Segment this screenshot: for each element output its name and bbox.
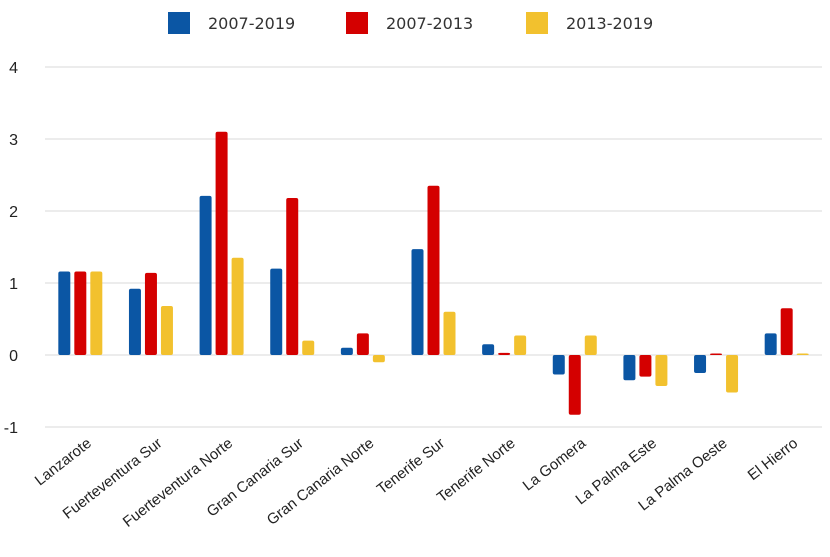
bar-2007-2019-fuerteventura-norte bbox=[199, 195, 212, 355]
x-category-label: Tenerife Sur bbox=[374, 435, 448, 498]
bar-2007-2013-la-palma-este bbox=[639, 355, 652, 377]
x-category-label: El Hierro bbox=[745, 435, 801, 484]
bars bbox=[58, 131, 809, 415]
legend-label: 2007-2013 bbox=[386, 14, 473, 33]
bar-2013-2019-fuerteventura-norte bbox=[231, 257, 244, 355]
bar-2007-2013-el-hierro bbox=[780, 308, 793, 355]
bar-2007-2019-lanzarote bbox=[58, 271, 71, 355]
bar-2007-2019-fuerteventura-sur bbox=[128, 288, 141, 355]
bar-2007-2013-lanzarote bbox=[74, 271, 87, 355]
y-tick-label: -1 bbox=[4, 420, 18, 437]
bar-2013-2019-tenerife-norte bbox=[514, 335, 527, 355]
bar-2007-2019-tenerife-norte bbox=[482, 344, 495, 355]
bar-2007-2013-la-gomera bbox=[568, 355, 581, 415]
bar-2007-2013-fuerteventura-sur bbox=[144, 272, 157, 355]
x-category-label: Lanzarote bbox=[32, 435, 95, 489]
legend-swatch bbox=[526, 12, 548, 34]
bar-2007-2019-el-hierro bbox=[764, 333, 777, 355]
bar-2007-2019-tenerife-sur bbox=[411, 249, 424, 355]
bar-2013-2019-gran-canaria-sur bbox=[302, 340, 315, 355]
bar-2007-2013-la-palma-oeste bbox=[710, 353, 723, 355]
bar-2013-2019-fuerteventura-sur bbox=[160, 306, 173, 355]
y-tick-label: 2 bbox=[9, 204, 18, 221]
legend-label: 2013-2019 bbox=[566, 14, 653, 33]
bar-2013-2019-el-hierro bbox=[796, 353, 809, 355]
legend-swatch bbox=[346, 12, 368, 34]
x-category-label: Tenerife Norte bbox=[434, 435, 519, 506]
bar-2013-2019-la-gomera bbox=[584, 335, 597, 355]
bar-2013-2019-la-palma-este bbox=[655, 355, 668, 386]
bar-2007-2013-tenerife-norte bbox=[498, 352, 511, 355]
y-axis-tick-labels: -1 0 1 2 3 4 bbox=[4, 60, 18, 437]
y-tick-label: 1 bbox=[9, 276, 18, 293]
bar-2013-2019-tenerife-sur bbox=[443, 311, 456, 355]
bar-2007-2013-gran-canaria-norte bbox=[356, 333, 369, 355]
bar-2007-2013-fuerteventura-norte bbox=[215, 131, 228, 355]
bar-2007-2019-gran-canaria-norte bbox=[340, 347, 353, 355]
bar-2007-2019-gran-canaria-sur bbox=[270, 268, 283, 355]
bar-2013-2019-gran-canaria-norte bbox=[372, 355, 385, 363]
bar-2007-2019-la-palma-este bbox=[623, 355, 636, 381]
x-category-label: La Gomera bbox=[520, 434, 590, 494]
legend-label: 2007-2019 bbox=[208, 14, 295, 33]
bar-2007-2013-gran-canaria-sur bbox=[286, 198, 299, 355]
y-tick-label: 4 bbox=[9, 60, 18, 77]
bar-2007-2019-la-palma-oeste bbox=[694, 355, 707, 373]
bar-2007-2013-tenerife-sur bbox=[427, 185, 440, 355]
bar-2007-2019-la-gomera bbox=[552, 355, 565, 375]
bar-2013-2019-lanzarote bbox=[90, 271, 103, 355]
y-tick-label: 0 bbox=[9, 348, 18, 365]
y-tick-label: 3 bbox=[9, 132, 18, 149]
legend-swatch bbox=[168, 12, 190, 34]
bar-2013-2019-la-palma-oeste bbox=[726, 355, 739, 393]
chart-legend: 2007-2019 2007-2013 2013-2019 bbox=[168, 12, 653, 34]
